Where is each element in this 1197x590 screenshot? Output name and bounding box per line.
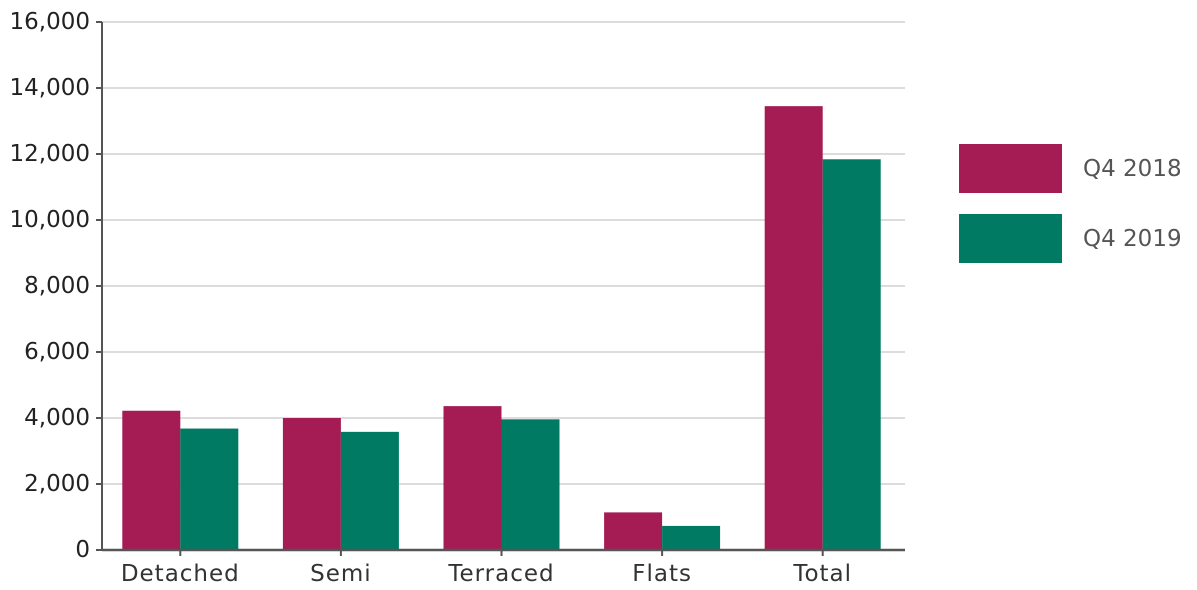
legend-swatch — [959, 214, 1062, 263]
y-tick-label: 8,000 — [24, 273, 90, 299]
bar-total-q4-2018 — [764, 106, 823, 551]
bar-semi-q4-2019 — [340, 431, 399, 550]
y-tick-label: 16,000 — [10, 9, 90, 35]
bars — [122, 106, 881, 551]
y-tick-label: 14,000 — [10, 75, 90, 101]
x-tick-label: Detached — [121, 561, 240, 587]
y-tick-label: 12,000 — [10, 141, 90, 167]
x-tick-label: Terraced — [447, 561, 554, 587]
gridlines — [102, 21, 905, 485]
bar-semi-q4-2018 — [282, 418, 341, 550]
y-tick-label: 10,000 — [10, 207, 90, 233]
y-axis-ticks: 0 2,000 4,000 6,000 8,000 10,000 12,000 14,000 1… — [10, 9, 102, 563]
bar-flats-q4-2019 — [662, 525, 721, 550]
legend: Q4 2018 Q4 2019 — [959, 144, 1182, 263]
bar-flats-q4-2018 — [604, 512, 663, 550]
legend-swatch — [959, 144, 1062, 193]
y-tick-label: 4,000 — [24, 405, 90, 431]
legend-label: Q4 2018 — [1083, 156, 1182, 182]
bar-terraced-q4-2018 — [443, 406, 502, 550]
x-tick-label: Flats — [632, 561, 692, 587]
legend-label: Q4 2019 — [1083, 226, 1182, 252]
x-axis-labels: Detached Semi Terraced Flats Total — [121, 550, 852, 587]
y-tick-label: 6,000 — [24, 339, 90, 365]
bar-detached-q4-2019 — [180, 428, 239, 550]
x-tick-label: Semi — [310, 561, 372, 587]
x-tick-label: Total — [792, 561, 852, 587]
y-tick-label: 2,000 — [24, 471, 90, 497]
bar-terraced-q4-2019 — [501, 419, 560, 550]
y-tick-label: 0 — [75, 537, 90, 563]
bar-total-q4-2019 — [822, 159, 881, 550]
bar-detached-q4-2018 — [122, 410, 181, 550]
